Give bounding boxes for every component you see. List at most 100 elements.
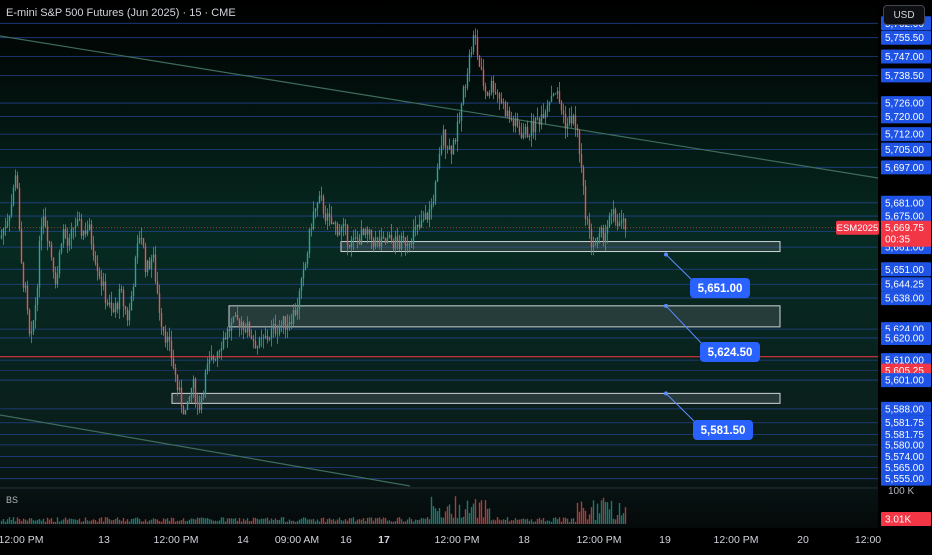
candle-body-294 [588, 219, 591, 229]
price-label-10: 5,675.00 [885, 212, 924, 223]
volume-bar-243 [486, 508, 489, 524]
candle-body-235 [470, 52, 473, 55]
candle-body-8 [16, 175, 19, 189]
candle-body-229 [458, 120, 461, 122]
candle-239 [478, 55, 481, 68]
price-label-bg-23 [881, 427, 931, 442]
candle-body-128 [256, 346, 259, 349]
candle-body-255 [510, 118, 513, 121]
candle-186 [372, 236, 375, 253]
candle-body-112 [224, 337, 227, 340]
candle-128 [256, 345, 259, 355]
candle-153 [306, 251, 309, 268]
volume-bar-23 [46, 517, 49, 524]
candle-250 [500, 92, 503, 105]
time-label-4: 09:00 AM [275, 534, 319, 546]
price-label-26: 5,565.00 [885, 463, 924, 474]
candle-235 [470, 46, 473, 58]
callout-anchor-1 [664, 303, 668, 308]
candle-292 [584, 180, 587, 226]
candle-body-194 [388, 234, 391, 239]
candle-199 [398, 234, 401, 252]
volume-bar-144 [288, 519, 291, 524]
volume-bar-225 [450, 513, 453, 524]
candle-body-56 [112, 309, 115, 313]
candle-113 [226, 326, 229, 348]
candle-body-142 [284, 316, 287, 330]
volume-bar-166 [332, 519, 335, 524]
candle-body-156 [312, 211, 315, 230]
candle-279 [558, 81, 561, 105]
volume-bar-149 [298, 519, 301, 524]
candle-body-184 [368, 229, 371, 235]
candle-body-243 [486, 91, 489, 96]
volume-bar-203 [406, 519, 409, 524]
volume-bar-124 [248, 521, 251, 524]
candle-92 [184, 409, 187, 415]
candle-body-17 [34, 304, 37, 321]
volume-bar-84 [168, 520, 171, 524]
candle-136 [272, 318, 275, 338]
callout-label-2: 5,581.50 [701, 425, 746, 437]
candle-body-139 [278, 326, 281, 334]
price-label-bg-21 [881, 401, 931, 416]
currency-button[interactable]: USD [883, 5, 925, 25]
candle-body-79 [158, 293, 161, 313]
candle-body-117 [234, 314, 237, 317]
candle-252 [504, 100, 507, 118]
volume-bar-52 [104, 517, 107, 524]
candle-262 [524, 123, 527, 139]
volume-bar-228 [456, 517, 459, 524]
volume-bar-70 [140, 521, 143, 524]
candle-body-201 [402, 236, 405, 238]
volume-bar-272 [544, 521, 547, 524]
volume-bar-294 [588, 514, 591, 524]
candle-body-98 [196, 402, 199, 405]
price-label-bg-2 [881, 49, 931, 64]
candle-42 [84, 222, 87, 238]
candle-body-50 [100, 276, 103, 286]
volume-bar-171 [342, 520, 345, 524]
time-label-7: 12:00 PM [435, 534, 480, 546]
volume-bar-5 [10, 519, 13, 524]
candle-body-12 [24, 285, 27, 288]
candle-body-101 [202, 394, 205, 397]
candle-205 [410, 238, 413, 249]
volume-bar-89 [178, 520, 181, 524]
candle-133 [266, 329, 269, 344]
candle-59 [118, 283, 121, 319]
candle-85 [170, 330, 173, 367]
candle-23 [46, 220, 49, 251]
volume-bar-174 [348, 518, 351, 524]
candle-body-282 [564, 113, 567, 129]
volume-bar-64 [128, 521, 131, 524]
volume-indicator-label[interactable]: BS [6, 495, 19, 505]
candle-60 [120, 285, 123, 293]
volume-bar-107 [214, 520, 217, 524]
volume-bar-119 [238, 517, 241, 524]
candle-body-220 [440, 145, 443, 154]
volume-bar-10 [20, 520, 23, 524]
candle-95 [190, 387, 193, 404]
candle-body-107 [214, 359, 217, 361]
volume-bar-299 [598, 513, 601, 524]
zone-5651 [340, 241, 781, 253]
candle-140 [280, 320, 283, 333]
volume-bar-238 [476, 517, 479, 524]
price-label-19: 5,605.25 [885, 366, 924, 377]
candle-117 [234, 312, 237, 318]
volume-bar-140 [280, 517, 283, 524]
candle-242 [484, 82, 487, 100]
volume-bar-209 [418, 519, 421, 524]
volume-bar-17 [34, 520, 37, 524]
candle-body-159 [318, 195, 321, 204]
volume-bar-267 [534, 521, 537, 524]
candle-body-305 [610, 213, 613, 216]
candle-9 [18, 183, 21, 232]
candle-body-270 [540, 114, 543, 125]
candle-180 [360, 220, 363, 246]
volume-bar-46 [92, 519, 95, 524]
candle-body-67 [134, 257, 137, 287]
